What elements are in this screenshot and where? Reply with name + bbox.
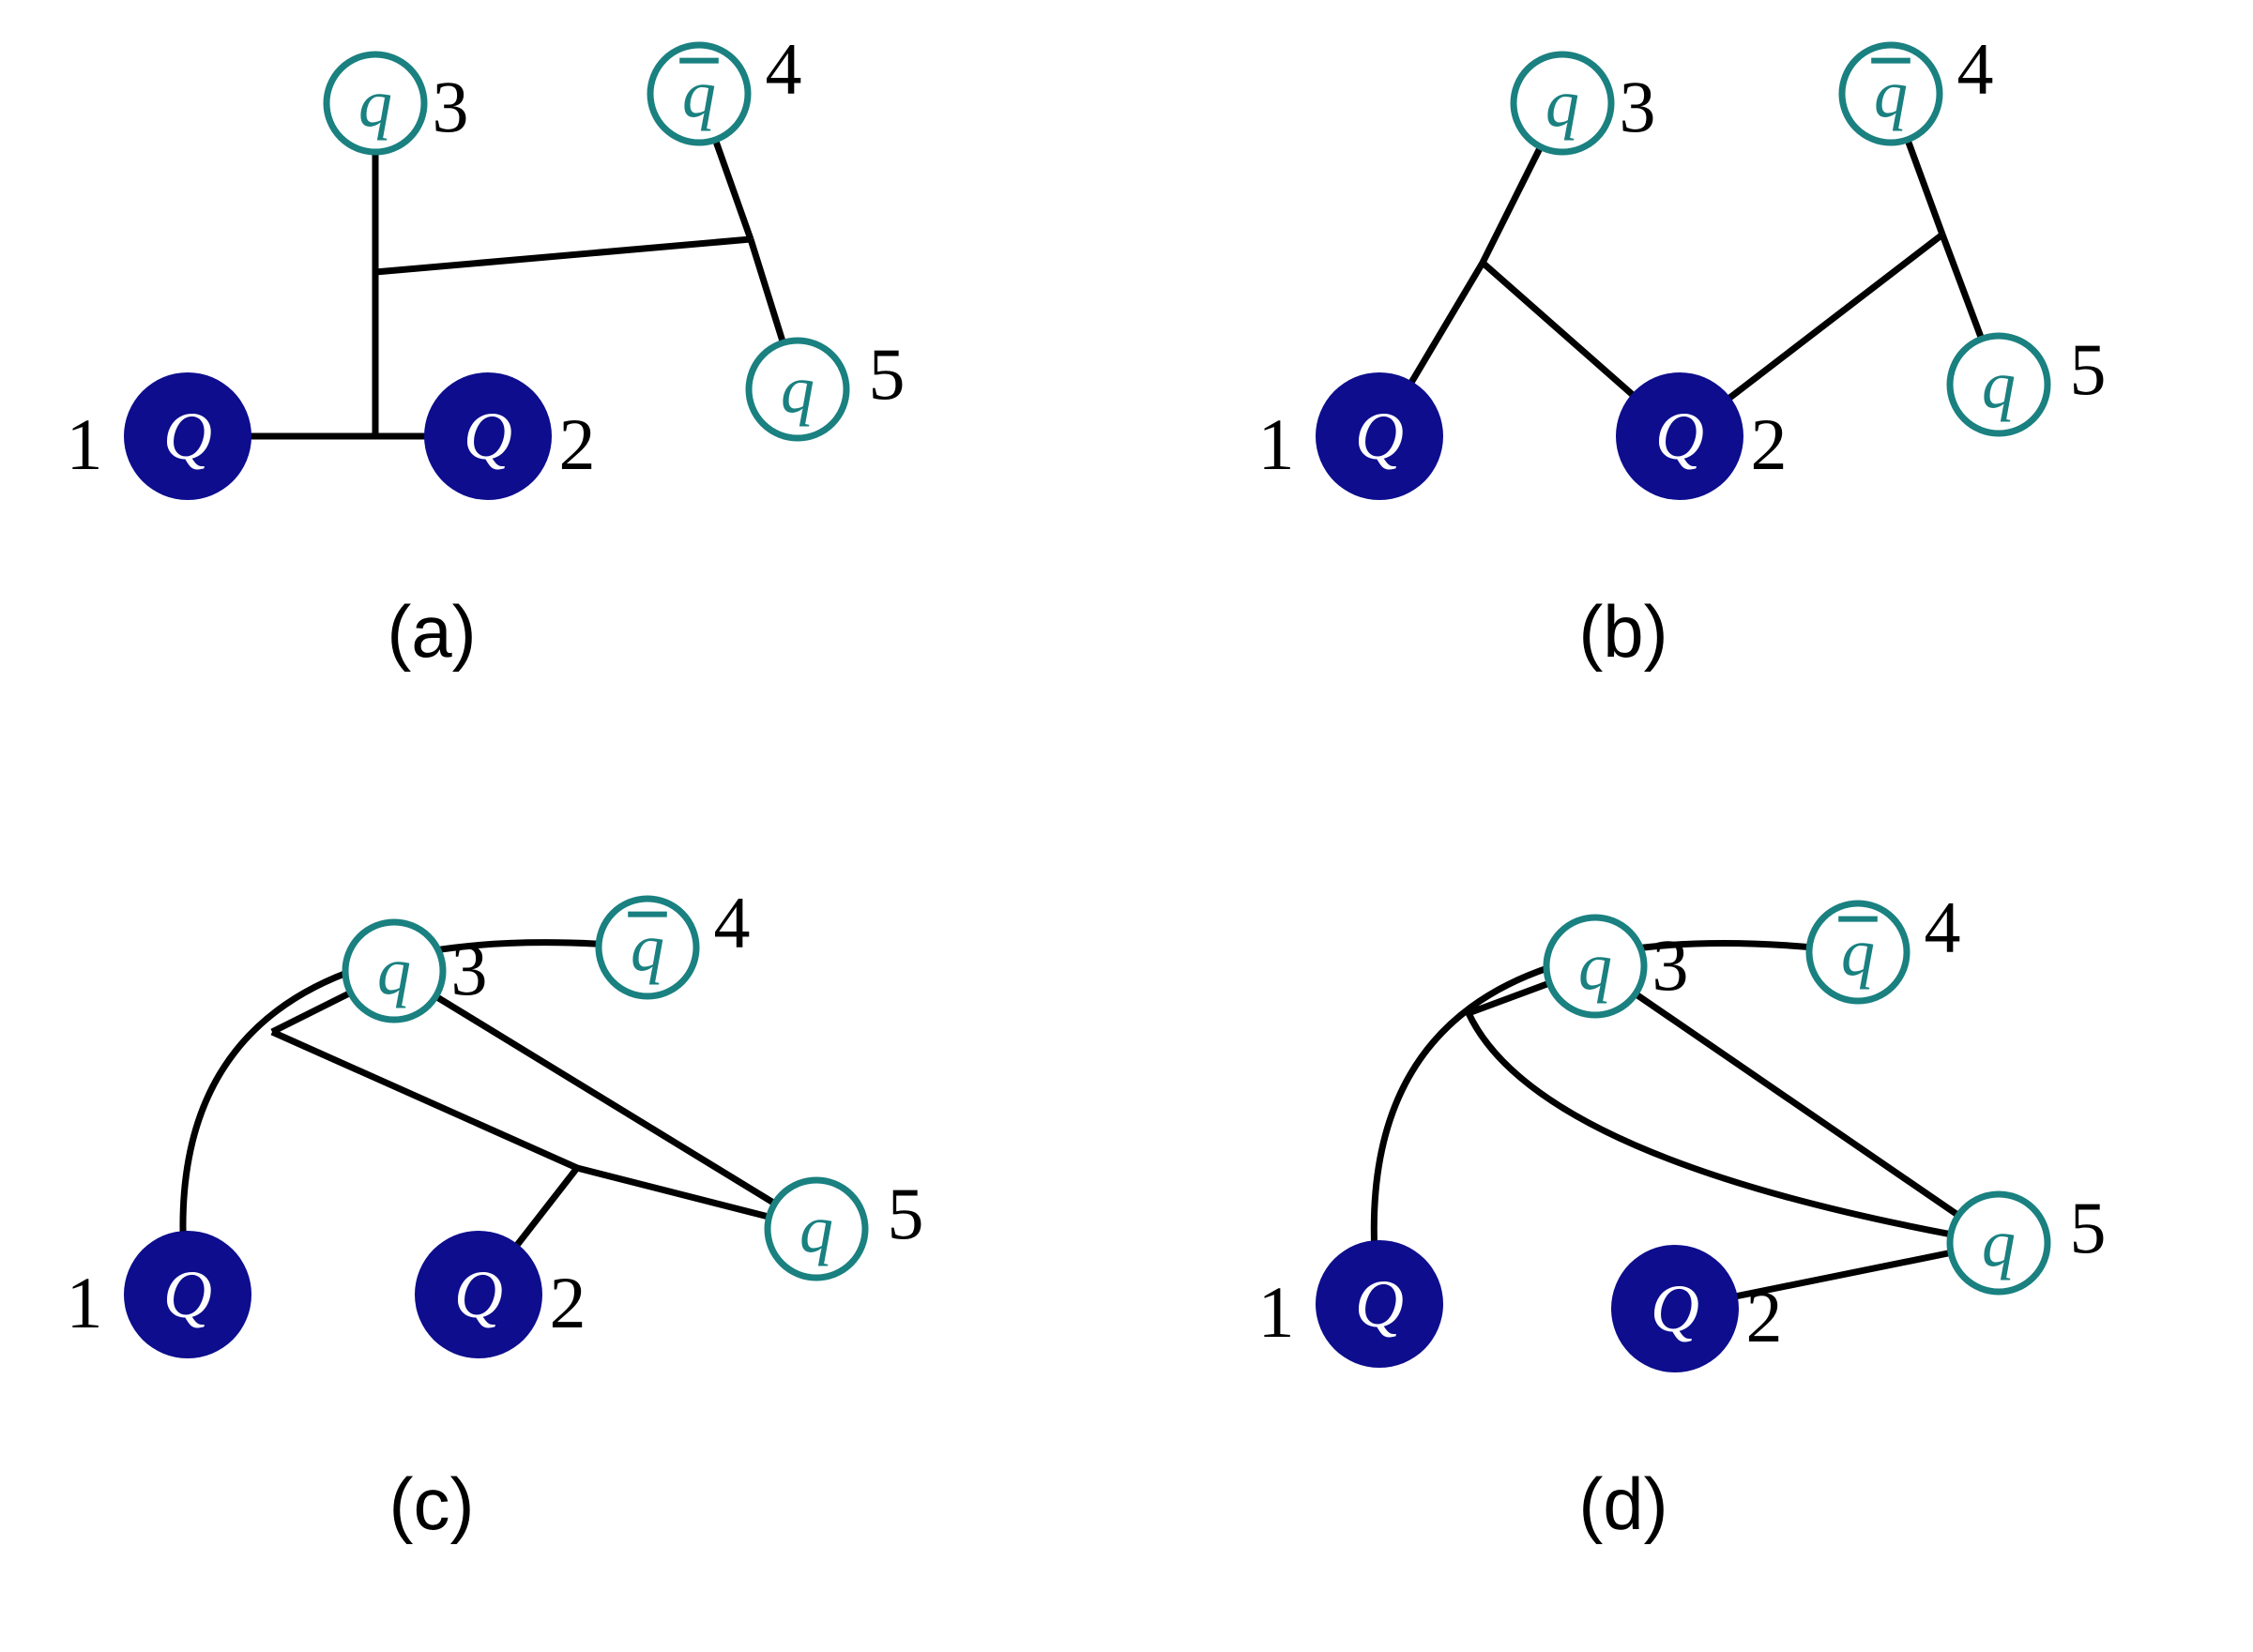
node-index-label: 2 (1746, 1276, 1783, 1357)
node-index-label: 1 (67, 1262, 103, 1343)
node-index-label: 4 (766, 28, 802, 110)
node-text: q (781, 352, 814, 427)
node-c3: q3 (345, 922, 488, 1020)
node-text: q (1578, 929, 1612, 1004)
node-d1: Q1 (1258, 1240, 1444, 1368)
panel-label-d: (d) (1578, 1463, 1667, 1545)
node-index-label: 5 (2070, 328, 2107, 410)
node-text: q (1982, 1205, 2016, 1281)
panel-a: Q1Q2q3q4q5(a) (67, 28, 906, 673)
panel-c: Q1Q2q3q4q5(c) (67, 882, 924, 1545)
node-text: q (377, 933, 411, 1008)
node-text: Q (454, 1257, 503, 1332)
node-text: Q (163, 399, 212, 474)
node-index-label: 5 (2070, 1187, 2107, 1268)
node-index-label: 2 (559, 403, 596, 485)
node-index-label: 4 (714, 882, 751, 963)
node-text: Q (163, 1257, 212, 1332)
node-c1: Q1 (67, 1231, 252, 1358)
node-text: Q (1651, 1271, 1699, 1346)
node-index-label: 4 (1957, 28, 1994, 110)
node-a2: Q2 (424, 372, 596, 500)
node-a4: q4 (650, 28, 802, 143)
node-d3: q3 (1546, 917, 1689, 1015)
node-b5: q5 (1950, 328, 2107, 433)
node-text: Q (464, 399, 512, 474)
node-text: q (631, 910, 664, 985)
node-text: q (1874, 56, 1908, 131)
node-text: q (682, 56, 716, 131)
node-index-label: 3 (1652, 924, 1689, 1006)
node-index-label: 3 (433, 66, 469, 147)
node-b1: Q1 (1258, 372, 1444, 500)
panel-label-c: (c) (389, 1463, 475, 1545)
node-index-label: 1 (1258, 403, 1295, 485)
node-d2: Q2 (1611, 1245, 1783, 1372)
panel-d: Q1Q2q3q4q5(d) (1258, 887, 2107, 1545)
node-text: q (1982, 347, 2016, 422)
node-c2: Q2 (415, 1231, 586, 1358)
node-a1: Q1 (67, 372, 252, 500)
node-text: q (1841, 915, 1875, 990)
edge (375, 239, 751, 272)
quark-diagram-figure: Q1Q2q3q4q5(a)Q1Q2q3q4q5(b)Q1Q2q3q4q5(c)Q… (0, 0, 2253, 1652)
node-index-label: 5 (869, 333, 906, 415)
node-text: Q (1655, 399, 1704, 474)
node-index-label: 2 (1751, 403, 1788, 485)
node-text: q (358, 66, 392, 141)
node-b4: q4 (1842, 28, 1994, 143)
node-b2: Q2 (1616, 372, 1788, 500)
node-c4: q4 (599, 882, 751, 996)
node-index-label: 1 (1258, 1271, 1295, 1353)
panel-label-b: (b) (1578, 590, 1667, 673)
node-index-label: 1 (67, 403, 103, 485)
node-d4: q4 (1809, 887, 1961, 1001)
node-d5: q5 (1950, 1187, 2107, 1292)
node-c5: q5 (768, 1173, 924, 1278)
node-text: Q (1355, 399, 1404, 474)
node-text: q (1545, 66, 1579, 141)
node-text: Q (1355, 1266, 1404, 1341)
node-a3: q3 (327, 54, 469, 152)
node-text: q (799, 1191, 833, 1266)
node-index-label: 3 (1620, 66, 1656, 147)
edge (1469, 1013, 1999, 1243)
node-index-label: 3 (451, 929, 488, 1010)
node-index-label: 2 (550, 1262, 586, 1343)
node-index-label: 4 (1925, 887, 1961, 968)
panel-label-a: (a) (387, 590, 476, 673)
panel-b: Q1Q2q3q4q5(b) (1258, 28, 2107, 673)
node-a5: q5 (749, 333, 906, 438)
node-index-label: 5 (888, 1173, 924, 1254)
node-b3: q3 (1514, 54, 1656, 152)
